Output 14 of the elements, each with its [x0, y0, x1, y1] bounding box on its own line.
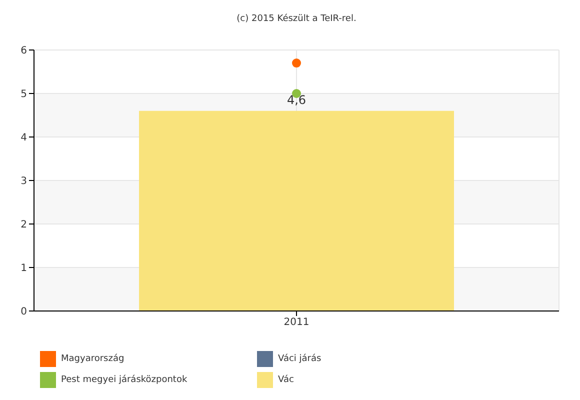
y-tick-label: 2: [20, 220, 27, 231]
legend-label: Váci járás: [278, 354, 322, 364]
y-tick-label: 1: [20, 263, 27, 274]
y-tick-label: 5: [20, 89, 27, 100]
x-tick-label: 2011: [284, 317, 310, 328]
legend-label: Vác: [278, 375, 294, 385]
y-tick-label: 6: [20, 46, 27, 57]
chart-title: (c) 2015 Készült a TeIR-rel.: [236, 14, 358, 24]
y-tick-label: 0: [20, 306, 27, 318]
y-tick-label: 4: [20, 132, 27, 144]
data-label: 4,6: [286, 92, 306, 107]
legend-label: Pest megyei járásközpontok: [61, 375, 188, 385]
y-tick-label: 3: [20, 176, 27, 188]
legend-label: Magyarország: [61, 354, 124, 364]
